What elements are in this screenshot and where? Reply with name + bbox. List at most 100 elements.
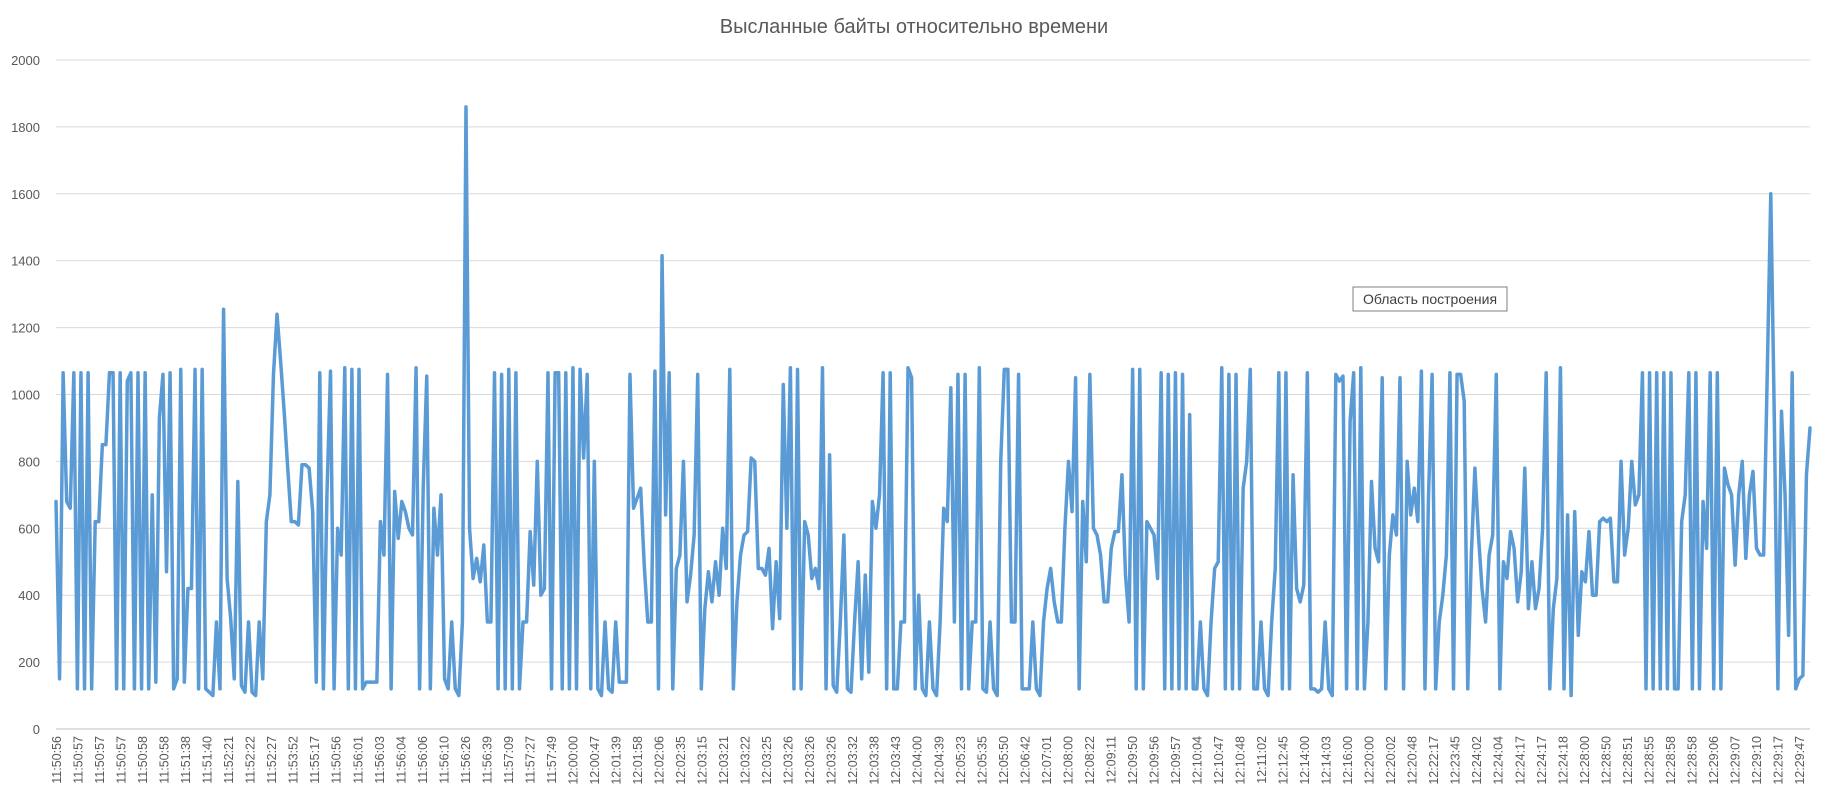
y-tick-label: 1600 [11,187,40,202]
x-tick-label: 12:22:17 [1427,736,1441,785]
x-tick-label: 12:10:48 [1234,736,1248,785]
y-tick-label: 1800 [11,120,40,135]
x-tick-label: 12:09:56 [1147,736,1161,785]
x-tick-label: 12:03:43 [889,736,903,785]
y-tick-label: 600 [18,521,40,536]
x-tick-label: 11:50:57 [115,736,129,784]
x-tick-label: 12:03:22 [739,736,753,785]
x-tick-label: 12:09:50 [1126,736,1140,785]
x-tick-label: 12:24:18 [1556,736,1570,785]
x-tick-label: 11:57:27 [523,736,537,784]
x-tick-label: 12:24:04 [1492,736,1506,785]
x-tick-label: 12:08:22 [1083,736,1097,785]
x-tick-label: 11:53:52 [287,736,301,784]
x-tick-label: 11:50:57 [93,736,107,784]
x-tick-label: 12:08:00 [1061,736,1075,785]
x-tick-label: 11:56:04 [394,736,408,784]
x-tick-label: 11:56:01 [351,736,365,784]
x-tick-label: 12:28:58 [1664,736,1678,785]
x-tick-label: 11:50:56 [50,736,64,784]
x-tick-label: 11:50:56 [330,736,344,784]
x-tick-label: 12:24:02 [1470,736,1484,785]
x-tick-label: 11:56:10 [437,736,451,784]
x-tick-label: 12:14:03 [1320,736,1334,785]
x-tick-label: 12:11:02 [1255,736,1269,784]
x-tick-label: 12:20:02 [1384,736,1398,785]
x-tick-label: 12:05:23 [954,736,968,785]
x-tick-label: 11:52:21 [222,736,236,784]
x-tick-label: 11:52:27 [265,736,279,784]
plot-area-tooltip: Область построения [1352,286,1508,312]
x-tick-label: 12:28:58 [1685,736,1699,785]
x-axis-ticks: 11:50:56 11:50:57 11:50:57 11:50:57 11:50:58… [50,736,1807,785]
x-tick-label: 12:03:32 [846,736,860,785]
x-tick-label: 12:28:00 [1578,736,1592,785]
x-tick-label: 11:52:22 [244,736,258,784]
x-tick-label: 12:14:00 [1298,736,1312,785]
y-tick-label: 1200 [11,321,40,336]
x-tick-label: 12:09:11 [1104,736,1118,784]
x-tick-label: 11:51:38 [179,736,193,784]
x-tick-label: 11:55:17 [308,736,322,784]
x-tick-label: 11:51:40 [201,736,215,784]
y-tick-label: 1000 [11,388,40,403]
x-tick-label: 12:10:04 [1190,736,1204,785]
x-tick-label: 12:00:00 [566,736,580,785]
x-tick-label: 12:05:50 [997,736,1011,785]
x-tick-label: 12:03:26 [825,736,839,785]
x-tick-label: 12:10:47 [1212,736,1226,785]
x-tick-label: 12:29:07 [1728,736,1742,785]
y-tick-label: 0 [33,722,40,737]
x-tick-label: 11:50:57 [72,736,86,784]
tooltip-box [1352,286,1508,312]
series-layer [54,105,1812,698]
x-tick-label: 11:50:58 [136,736,150,784]
y-axis-ticks: 0 200 400 600 800 1000 1200 1400 1600 1800 2000 [11,53,40,737]
x-tick-label: 12:01:39 [609,736,623,785]
x-tick-label: 12:03:15 [696,736,710,785]
x-tick-label: 12:20:48 [1406,736,1420,785]
x-tick-label: 12:02:35 [674,736,688,785]
x-tick-label: 12:02:06 [653,736,667,785]
x-tick-label: 12:03:21 [717,736,731,785]
x-tick-label: 11:57:49 [545,736,559,784]
x-tick-label: 11:56:26 [459,736,473,784]
x-tick-label: 11:56:03 [373,736,387,784]
x-tick-label: 12:05:35 [975,736,989,785]
x-tick-label: 12:28:50 [1599,736,1613,785]
x-tick-label: 12:03:38 [868,736,882,785]
y-tick-label: 400 [18,588,40,603]
x-tick-label: 12:09:57 [1169,736,1183,785]
x-tick-label: 12:01:58 [631,736,645,785]
x-tick-label: 12:07:01 [1040,736,1054,785]
x-tick-label: 11:56:39 [480,736,494,784]
x-tick-label: 11:57:09 [502,736,516,784]
x-tick-label: 12:28:51 [1621,736,1635,785]
x-tick-label: 12:04:39 [932,736,946,785]
y-tick-label: 2000 [11,53,40,68]
x-tick-label: 12:00:47 [588,736,602,785]
x-tick-label: 12:04:00 [911,736,925,785]
y-tick-label: 200 [18,655,40,670]
x-tick-label: 12:24:17 [1513,736,1527,785]
x-tick-label: 11:56:06 [416,736,430,784]
x-tick-label: 12:29:06 [1707,736,1721,785]
x-tick-label: 12:23:45 [1449,736,1463,785]
x-tick-label: 12:28:55 [1642,736,1656,785]
y-tick-label: 1400 [11,254,40,269]
x-tick-label: 12:03:25 [760,736,774,785]
x-tick-label: 12:24:17 [1535,736,1549,785]
x-tick-label: 12:29:17 [1771,736,1785,785]
tooltip-label: Область построения [1363,291,1497,307]
y-tick-label: 800 [18,454,40,469]
x-tick-label: 11:50:58 [158,736,172,784]
x-tick-label: 12:03:26 [782,736,796,785]
x-tick-label: 12:03:26 [803,736,817,785]
series-line-0 [54,105,1812,698]
x-tick-label: 12:06:42 [1018,736,1032,785]
x-tick-label: 12:20:00 [1363,736,1377,785]
x-tick-label: 12:12:45 [1277,736,1291,785]
chart-title: Высланные байты относительно времени [720,16,1108,38]
